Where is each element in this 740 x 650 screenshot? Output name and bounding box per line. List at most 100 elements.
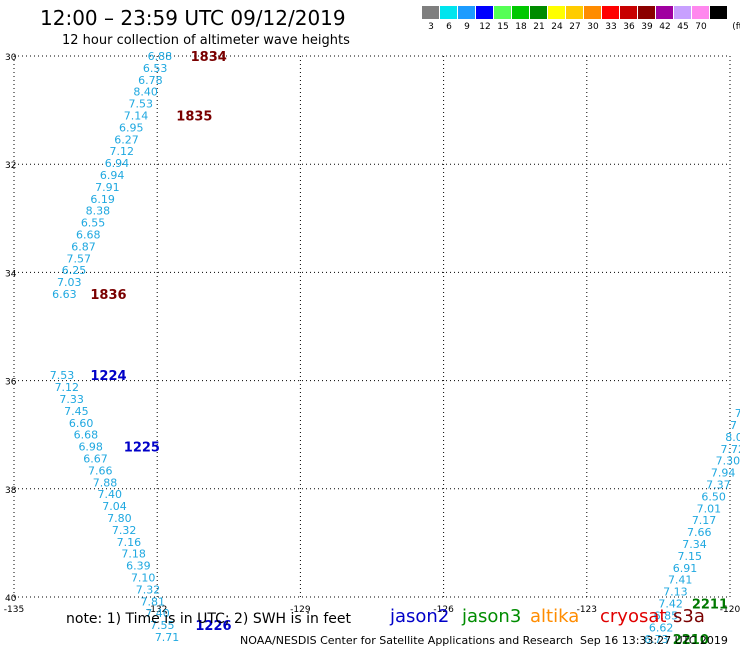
swh-value: 7.17 (692, 514, 717, 527)
swh-value: 7.71 (155, 631, 180, 644)
legend-label: 70 (695, 22, 707, 32)
legend-label: 45 (677, 22, 689, 32)
swh-value: 7.32 (136, 583, 161, 596)
swh-value: 6.55 (81, 217, 106, 230)
swh-value: 7.57 (67, 252, 92, 265)
satellite-cryosat: cryosat (600, 606, 667, 627)
legend-swatch (584, 6, 601, 19)
swh-value: 6.68 (74, 429, 99, 442)
legend-label: 21 (533, 22, 545, 32)
swh-value: 8.0 (725, 431, 740, 444)
swh-value: 7 (730, 419, 737, 432)
swh-value: 6.91 (673, 562, 698, 575)
swh-value: 7.16 (117, 536, 142, 549)
footer-note: note: 1) Time is in UTC; 2) SWH is in fe… (66, 611, 352, 627)
swh-value: 7.66 (687, 526, 712, 539)
legend-label: 3 (428, 22, 434, 32)
legend-swatch (512, 6, 529, 19)
legend-label: 39 (641, 22, 653, 32)
swh-value: 8.38 (86, 205, 111, 218)
swh-value: 7.30 (716, 455, 740, 468)
legend-swatch (530, 6, 547, 19)
longitude-label: -132 (147, 605, 167, 615)
swh-value: 8.40 (133, 86, 158, 99)
swh-value: 7.01 (697, 502, 722, 515)
swh-value: 7.41 (668, 574, 693, 587)
swh-value: 7.40 (98, 488, 123, 501)
latitude-label: 38 (5, 486, 17, 496)
swh-value: 6.88 (148, 50, 173, 63)
pass-time-label: 1835 (176, 110, 212, 125)
swh-value: 6.68 (76, 229, 101, 242)
longitude-label: -120 (720, 605, 740, 615)
legend-label: 18 (515, 22, 527, 32)
legend-swatch (566, 6, 583, 19)
legend-swatch (458, 6, 475, 19)
swh-value: 7.88 (93, 476, 118, 489)
swh-value: 7.12 (109, 145, 134, 158)
legend-label: 6 (446, 22, 452, 32)
legend-swatch (548, 6, 565, 19)
swh-value: 6.27 (114, 133, 138, 146)
swh-value: 6.78 (138, 74, 163, 87)
legend-swatch (476, 6, 493, 19)
swh-value: 7.53 (129, 98, 154, 111)
pass-time-label: 1224 (90, 369, 126, 384)
swh-value: 7.34 (682, 538, 707, 551)
swh-value: 7.40 (145, 607, 170, 620)
swh-value: 6.63 (52, 288, 77, 301)
latitude-label: 36 (5, 378, 17, 388)
legend-swatch (692, 6, 709, 19)
latitude-label: 32 (5, 161, 16, 171)
satellite-s3a: s3a (673, 606, 705, 627)
swh-value: 6.60 (69, 417, 94, 430)
pass-time-label: 1834 (191, 50, 227, 65)
swh-value: 6.95 (119, 121, 144, 134)
legend-label: 30 (587, 22, 599, 32)
legend-label: 33 (605, 22, 617, 32)
swh-value: 7.94 (711, 467, 736, 480)
swh-value: 6.53 (143, 62, 168, 75)
swh-value: 6.67 (83, 453, 108, 466)
latitude-label: 30 (5, 53, 17, 63)
legend-swatch (602, 6, 619, 19)
pass-time-label: 1836 (90, 288, 126, 303)
legend-swatch (656, 6, 673, 19)
legend-swatch (620, 6, 637, 19)
pass-time-label: 2211 (692, 597, 728, 612)
swh-value: 7.14 (124, 110, 149, 123)
swh-value: 7.13 (663, 586, 688, 599)
legend-label: 27 (569, 22, 581, 32)
swh-value: 7.45 (64, 405, 89, 418)
legend-unit: (ft) (732, 22, 740, 32)
legend-label: 36 (623, 22, 635, 32)
swh-value: 7.80 (107, 512, 132, 525)
legend-label: 42 (659, 22, 671, 32)
swh-value: 6.19 (90, 193, 115, 206)
swh-value: 6.50 (701, 490, 726, 503)
satellite-altika: altika (530, 606, 580, 627)
swh-value: 7 (735, 407, 740, 420)
longitude-label: -126 (433, 605, 454, 615)
swh-value: 6.85 (654, 609, 679, 622)
satellite-jason3: jason3 (462, 606, 522, 627)
swh-value: 7.10 (131, 572, 156, 585)
swh-value: 6.87 (71, 240, 96, 253)
legend-swatch (674, 6, 691, 19)
swh-value: 7.18 (121, 548, 145, 561)
swh-value: 7.37 (706, 478, 731, 491)
legend-label: 15 (497, 22, 509, 32)
legend-label: 12 (479, 22, 491, 32)
swh-value: 6.94 (105, 157, 129, 170)
swh-value: 7.81 (140, 595, 165, 608)
swh-value: 6.98 (78, 441, 103, 454)
legend-swatch (494, 6, 511, 19)
swh-value: 7.32 (112, 524, 137, 537)
pass-time-label: 1226 (195, 619, 231, 634)
swh-value: 6.39 (126, 560, 151, 573)
swh-value: 6.94 (100, 169, 125, 182)
swh-value: 7.55 (150, 619, 175, 632)
swh-value: 6.73 (644, 633, 669, 646)
legend-label: 9 (464, 22, 470, 32)
